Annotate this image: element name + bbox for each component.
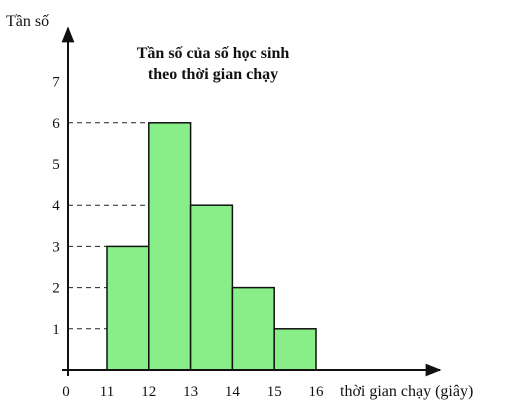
y-tick-label-1: 1 bbox=[52, 322, 60, 338]
bar-14-15 bbox=[231, 286, 275, 371]
x-tick-label-11: 11 bbox=[100, 384, 114, 400]
y-tick-label-6: 6 bbox=[52, 116, 60, 132]
bar-15-16 bbox=[273, 328, 317, 371]
bars bbox=[106, 122, 317, 371]
x-tick-label-14: 14 bbox=[225, 384, 241, 400]
x-tick-label-12: 12 bbox=[141, 384, 156, 400]
chart-title-line-2: theo thời gian chạy bbox=[148, 66, 278, 83]
y-tick-labels: 1 2 3 4 5 6 7 bbox=[52, 75, 60, 338]
y-tick-label-5: 5 bbox=[52, 157, 60, 173]
x-tick-label-13: 13 bbox=[183, 384, 198, 400]
x-tick-label-15: 15 bbox=[267, 384, 282, 400]
y-tick-label-4: 4 bbox=[52, 198, 60, 214]
bar-12-13 bbox=[148, 122, 192, 371]
x-tick-label-16: 16 bbox=[309, 384, 325, 400]
chart-title-line-1: Tần số của số học sinh bbox=[137, 45, 290, 62]
y-axis-label: Tần số bbox=[6, 13, 49, 30]
y-tick-label-2: 2 bbox=[52, 281, 60, 297]
origin-label: 0 bbox=[62, 384, 70, 400]
bar-13-14 bbox=[189, 204, 234, 371]
x-axis-label: thời gian chạy (giây) bbox=[340, 383, 473, 400]
y-tick-label-3: 3 bbox=[52, 239, 60, 255]
bar-11-12 bbox=[106, 245, 150, 371]
x-tick-labels: 11 12 13 14 15 16 bbox=[100, 384, 324, 400]
y-tick-label-7: 7 bbox=[52, 75, 60, 91]
